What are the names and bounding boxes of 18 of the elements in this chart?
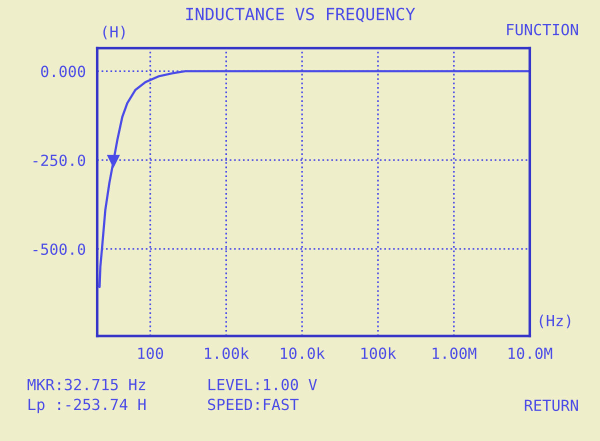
y-tick-label: 0.000 [41,66,86,78]
text: FUNCTION [507,24,578,36]
text: SPEED:FAST [208,398,299,410]
x-tick-label: 10.0k [280,347,325,360]
text: MKR:32.715 Hz [28,378,146,390]
chart-title: INDUCTANCE VS FREQUENCY [186,8,416,22]
text: LEVEL:1.00 V [208,378,317,390]
x-tick-label: 10.0M [508,348,552,360]
y-axis-title: (H) [103,26,125,40]
x-axis-title: (Hz) [540,314,570,328]
x-tick-label: 1.00M [432,348,476,360]
x-tick-label: 100 [138,348,164,360]
x-tick-label: 1.00k [205,347,249,360]
text: RETURN [524,400,578,412]
text: Lp :-253.74 H [28,398,146,414]
y-tick-label: -500.0 [34,243,86,255]
x-tick-label: 100k [361,347,396,360]
y-tick-label: -250.0 [34,154,86,166]
